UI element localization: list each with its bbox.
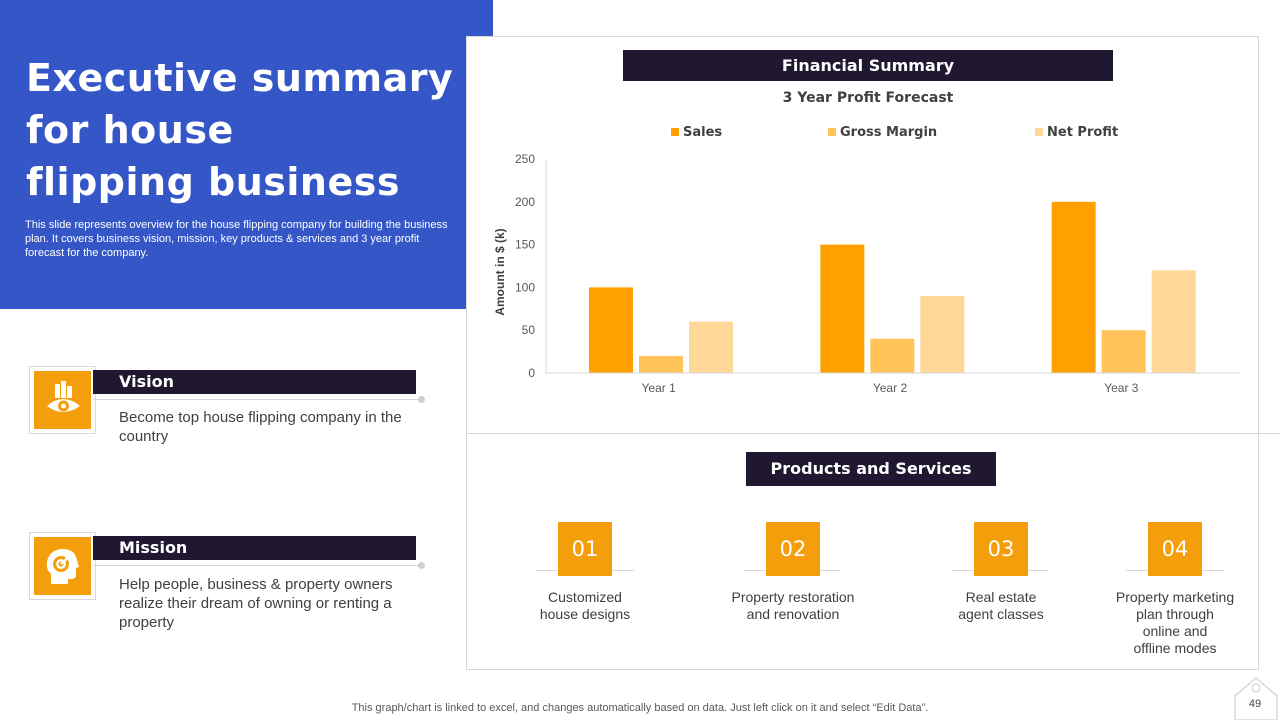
home-icon[interactable] — [1233, 676, 1279, 720]
product-3-text: Real estate agent classes — [921, 589, 1081, 623]
y-tick-label: 250 — [515, 152, 535, 166]
chart-title: 3 Year Profit Forecast — [783, 90, 954, 106]
title-line-3: flipping business — [26, 160, 400, 204]
card-divider — [466, 433, 1280, 434]
legend-label-1: Sales — [683, 125, 722, 140]
bar-sales-3 — [1051, 201, 1096, 373]
mission-text: Help people, business & property owners … — [119, 576, 393, 631]
legend-swatch-2 — [828, 128, 836, 136]
bar-gross-margin-2 — [870, 338, 915, 373]
product-4-text: Property marketing plan through online a… — [1095, 589, 1255, 657]
y-tick-label: 50 — [522, 323, 536, 337]
footer-note: This graph/chart is linked to excel, and… — [0, 702, 1280, 714]
footer-note-text: This graph/chart is linked to excel, and… — [351, 702, 929, 714]
vision-text: Become top house flipping company in the… — [119, 409, 402, 445]
header-tab — [466, 0, 493, 36]
profit-forecast-chart: 3 Year Profit Forecast Sales Gross Margin… — [493, 90, 1240, 395]
vision-label: Vision — [93, 370, 416, 394]
product-2-line-1: Property restoration — [731, 589, 855, 605]
y-tick-label: 0 — [528, 366, 535, 380]
product-1-number: 01 — [558, 522, 612, 576]
bar-net-profit-1 — [689, 321, 733, 373]
target-head-icon — [46, 549, 79, 584]
bar-net-profit-3 — [1151, 270, 1196, 373]
product-1-line-2: house designs — [539, 606, 631, 622]
product-4-line-2: plan through — [1136, 606, 1214, 622]
legend-swatch-1 — [671, 128, 679, 136]
product-4-number: 04 — [1148, 522, 1202, 576]
product-2-line-2: and renovation — [746, 606, 840, 622]
header-panel — [0, 0, 466, 309]
vision-divider — [93, 399, 421, 400]
page-number: 49 — [1248, 698, 1262, 710]
legend-label-3: Net Profit — [1047, 125, 1118, 140]
bar-net-profit-2 — [920, 295, 965, 373]
product-4-line-1: Property marketing — [1115, 589, 1235, 605]
x-tick-label: Year 3 — [1104, 381, 1139, 395]
product-3-line-1: Real estate — [965, 589, 1037, 605]
slide-subtitle: This slide represents overview for the h… — [25, 219, 448, 259]
product-3-number: 03 — [974, 522, 1028, 576]
products-services-label: Products and Services — [746, 452, 996, 486]
financial-summary-label: Financial Summary — [623, 50, 1113, 81]
legend-swatch-3 — [1035, 128, 1043, 136]
title-line-1: Executive summary — [26, 56, 454, 100]
y-axis-label: Amount in $ (k) — [493, 228, 507, 315]
product-4-line-4: offline modes — [1133, 640, 1217, 656]
y-tick-label: 200 — [515, 195, 535, 209]
bar-gross-margin-3 — [1101, 330, 1146, 373]
product-4-line-3: online and — [1142, 623, 1208, 639]
product-1-text: Customized house designs — [505, 589, 665, 623]
product-2-text: Property restoration and renovation — [713, 589, 873, 623]
slide-title: Executive summary for house flipping bus… — [26, 52, 456, 208]
vision-eye-icon — [47, 381, 80, 412]
mission-dot — [418, 562, 425, 569]
bar-gross-margin-1 — [639, 355, 683, 373]
product-2-number: 02 — [766, 522, 820, 576]
mission-label: Mission — [93, 536, 416, 560]
bar-sales-2 — [820, 244, 865, 373]
vision-dot — [418, 396, 425, 403]
x-tick-label: Year 1 — [642, 381, 677, 395]
y-tick-label: 150 — [515, 238, 535, 252]
bar-sales-1 — [589, 287, 633, 373]
mission-icon-box — [29, 532, 96, 600]
product-3-line-2: agent classes — [958, 606, 1044, 622]
y-tick-label: 100 — [515, 280, 535, 294]
title-line-2: for house — [26, 108, 234, 152]
legend-label-2: Gross Margin — [840, 125, 937, 140]
mission-divider — [93, 565, 421, 566]
x-tick-label: Year 2 — [873, 381, 908, 395]
product-1-line-1: Customized — [548, 589, 622, 605]
vision-icon-box — [29, 366, 96, 434]
